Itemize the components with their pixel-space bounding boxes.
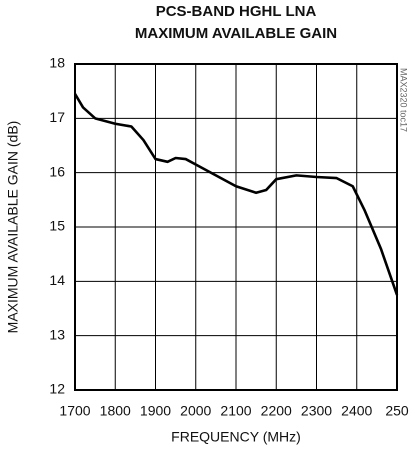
- x-tick-label: 1800: [100, 403, 131, 419]
- y-tick-label: 15: [49, 218, 65, 234]
- x-tick-label: 2000: [180, 403, 211, 419]
- data-line: [73, 93, 399, 296]
- y-tick-label: 13: [49, 326, 65, 342]
- watermark: MAX2320 toc17: [399, 68, 409, 132]
- x-tick-label: 1900: [140, 403, 171, 419]
- plot-frame: [74, 63, 398, 391]
- x-tick-label: 2100: [220, 403, 251, 419]
- x-tick-label: 2400: [341, 403, 372, 419]
- x-tick-label: 2200: [261, 403, 292, 419]
- y-tick-label: 18: [49, 55, 65, 71]
- x-tick-label: 2300: [301, 403, 332, 419]
- chart-title: PCS-BAND HGHL LNA: [156, 3, 317, 20]
- y-tick-label: 12: [49, 381, 65, 397]
- chart-subtitle: MAXIMUM AVAILABLE GAIN: [135, 25, 337, 42]
- x-tick-label: 1700: [59, 403, 90, 419]
- y-axis-title: MAXIMUM AVAILABLE GAIN (dB): [5, 121, 21, 334]
- x-tick-label: 250: [385, 403, 409, 419]
- y-tick-label: 17: [49, 109, 65, 125]
- y-tick-label: 16: [49, 163, 65, 179]
- x-axis-title: FREQUENCY (MHz): [171, 429, 301, 445]
- y-tick-label: 14: [49, 272, 65, 288]
